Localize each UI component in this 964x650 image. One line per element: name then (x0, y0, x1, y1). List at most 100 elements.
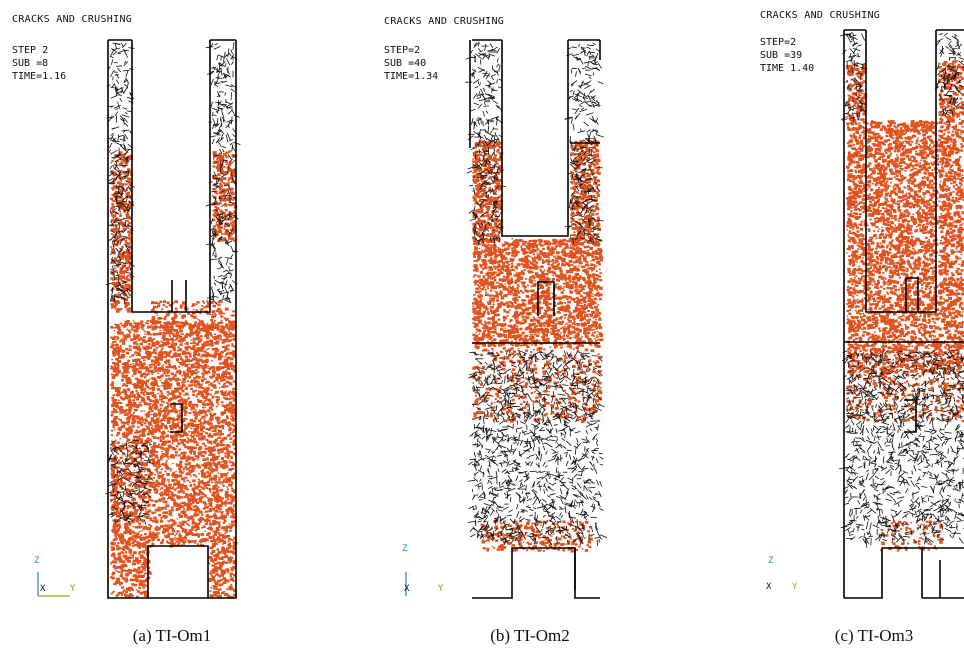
crushing-dot (184, 446, 187, 449)
crushing-dot (133, 420, 137, 423)
crushing-dot (219, 387, 221, 389)
crushing-dot (220, 457, 224, 461)
crushing-dot (197, 483, 201, 486)
crushing-dot (230, 412, 233, 415)
crushing-dot (229, 550, 233, 553)
crushing-dot (113, 421, 117, 425)
crushing-dot (124, 528, 129, 531)
crushing-dot (119, 182, 122, 185)
crushing-dot (224, 185, 226, 187)
crushing-dot (197, 522, 201, 525)
crushing-dot (214, 175, 218, 178)
crushing-dot (154, 365, 157, 368)
crushing-dot (225, 324, 228, 327)
crushing-dot (162, 514, 166, 518)
crushing-dot (176, 530, 180, 533)
crushing-dot (147, 373, 150, 376)
crushing-dot (168, 404, 171, 406)
crushing-dot (178, 426, 182, 429)
crushing-dot (233, 425, 236, 428)
crushing-dot (205, 332, 208, 335)
crushing-dot (169, 456, 173, 459)
crushing-dot (136, 541, 140, 544)
crushing-dot (121, 245, 124, 248)
crushing-dot (132, 594, 135, 597)
crushing-dot (215, 405, 218, 408)
crushing-dot (231, 462, 235, 465)
crushing-dot (119, 555, 122, 558)
crushing-dot (224, 578, 228, 582)
crushing-dot (149, 527, 151, 529)
crushing-dot (198, 364, 202, 368)
crushing-dot (111, 396, 115, 400)
crushing-dot (113, 243, 116, 246)
crushing-dot (212, 165, 216, 168)
crushing-dot (201, 346, 205, 350)
crushing-dot (180, 483, 185, 487)
crushing-dot (112, 446, 116, 449)
crushing-dot (130, 429, 133, 431)
crushing-dot (147, 325, 151, 329)
crushing-dot (160, 506, 164, 510)
crushing-dot (207, 386, 210, 389)
crushing-dot (116, 580, 121, 583)
crushing-dot (120, 253, 124, 256)
crushing-dot (135, 589, 138, 591)
crushing-dot (125, 175, 129, 179)
crushing-dot (218, 191, 222, 195)
crushing-dot (151, 458, 155, 462)
crushing-dot (227, 449, 229, 451)
crushing-dot (183, 508, 186, 510)
crushing-dot (134, 445, 138, 447)
crushing-dot (211, 569, 216, 573)
crushing-dot (110, 262, 113, 264)
crushing-dot (128, 489, 132, 492)
crushing-dot (177, 339, 181, 343)
crushing-dot (196, 431, 200, 434)
crushing-dot (157, 538, 161, 541)
crushing-dot (117, 181, 121, 185)
crushing-dot (183, 456, 187, 460)
crushing-dot (132, 362, 135, 365)
crushing-dot (158, 471, 162, 474)
crushing-dot (175, 471, 177, 473)
crushing-dot (115, 476, 119, 479)
crushing-dot (154, 519, 157, 521)
crushing-dot (174, 501, 176, 504)
crushing-dot (167, 533, 170, 535)
crushing-dot (163, 385, 167, 389)
crushing-dot (139, 441, 144, 444)
crushing-dot (161, 520, 164, 523)
crushing-dot (155, 356, 159, 359)
crushing-dot (179, 362, 183, 365)
crushing-dot (110, 271, 114, 275)
crushing-dot (142, 583, 146, 586)
crushing-dot (229, 169, 234, 172)
crushing-dot (180, 510, 184, 514)
crushing-dot (177, 370, 181, 374)
crushing-dot (116, 239, 120, 243)
crushing-dot (112, 347, 117, 351)
crushing-dot (218, 429, 222, 433)
crushing-dot (125, 427, 128, 430)
crushing-dot (183, 480, 186, 483)
crushing-dot (167, 400, 171, 403)
crushing-dot (111, 376, 116, 380)
crushing-dot (128, 396, 131, 399)
crushing-dot (111, 468, 115, 472)
crushing-dot (166, 402, 169, 404)
crushing-dot (128, 394, 132, 397)
crushing-dot (212, 462, 216, 465)
crushing-dot (121, 197, 125, 200)
crushing-dot (228, 217, 232, 220)
crushing-dot (221, 223, 224, 226)
crushing-dot (120, 397, 123, 400)
crushing-dot (195, 415, 198, 418)
crushing-dot (124, 208, 127, 211)
crushing-dot (178, 535, 183, 538)
crushing-dot (126, 541, 129, 544)
crushing-dot (184, 320, 187, 322)
crushing-dot (110, 345, 113, 348)
crushing-dot (204, 466, 208, 469)
crushing-dot (187, 345, 191, 349)
